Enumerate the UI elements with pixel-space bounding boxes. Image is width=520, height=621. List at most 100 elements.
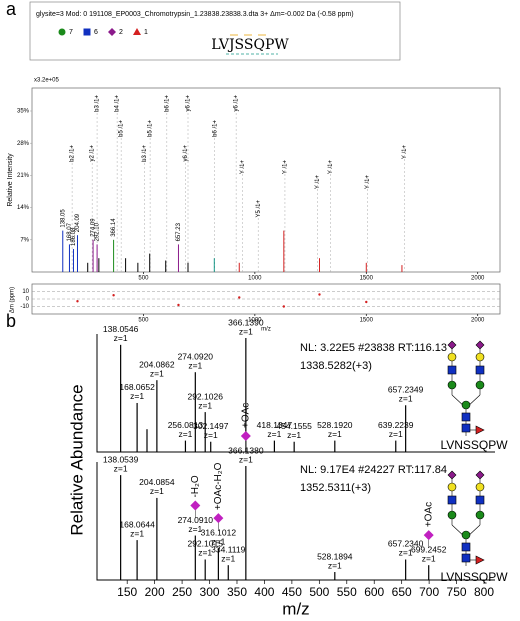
x-tick-label: 800 — [474, 585, 494, 599]
legend-symbol — [58, 28, 66, 36]
error-point — [365, 300, 368, 304]
peak-label: 528.1894 — [317, 551, 353, 561]
panel-label: a — [6, 0, 17, 19]
charge-label: z=1 — [130, 528, 144, 538]
y-tick-label: 0 — [26, 297, 30, 303]
annotation: +OAc-H₂O — [213, 462, 224, 510]
charge-label: z=1 — [114, 333, 128, 343]
glycan-structure — [447, 340, 485, 436]
error-point — [318, 293, 321, 296]
ion-label: b3 /1+ — [95, 95, 101, 112]
y-tick-label: 35% — [17, 109, 30, 115]
ion-label: Y /1+ — [283, 160, 289, 175]
peak-label: 699.2452 — [411, 544, 447, 554]
charge-label: z=1 — [399, 548, 413, 558]
charge-label: z=1 — [267, 429, 281, 439]
peak-label: 274.0910 — [178, 515, 214, 525]
peak-label: 204.0854 — [139, 477, 175, 487]
charge-label: z=1 — [422, 553, 436, 563]
peak-label: 366.1380 — [228, 445, 264, 455]
charge-label: z=1 — [239, 454, 253, 464]
ion-label: b4 /1+ — [115, 95, 121, 112]
peak-label: 302.1497 — [193, 421, 229, 431]
ion-label: Y /1+ — [402, 145, 408, 160]
axis — [96, 462, 495, 581]
charge-label: z=1 — [188, 524, 202, 534]
charge-label: z=1 — [178, 429, 192, 439]
sequence-ticks — [226, 34, 278, 55]
peak-label: 138.0546 — [103, 324, 139, 334]
ion-label: Y /1+ — [315, 175, 321, 190]
peak-label: 292.10 — [95, 222, 101, 241]
ion-label: b2 /1+ — [70, 145, 76, 162]
charge-label: z=1 — [389, 429, 403, 439]
peak-label: 454.1555 — [276, 421, 312, 431]
peak-label: 366.14 — [111, 218, 117, 237]
annotation-symbol — [190, 500, 201, 511]
scale-label: x3.2e+05 — [34, 78, 60, 84]
x-tick-label: 150 — [117, 585, 137, 599]
charge-label: z=1 — [198, 548, 212, 558]
annotation: +OAc — [423, 502, 434, 527]
charge-label: z=1 — [198, 400, 212, 410]
peak-label: 204.09 — [75, 213, 81, 232]
x-tick-label: 250 — [172, 585, 192, 599]
annotation-symbol — [240, 431, 251, 441]
x-axis-label: m/z — [282, 599, 309, 618]
peak-label: 657.23 — [176, 222, 182, 241]
x-tick-label: 2000 — [471, 318, 485, 324]
peak-label: 292.1015 — [187, 539, 223, 549]
x-tick-label: 2000 — [471, 276, 485, 282]
x-tick-label: 750 — [447, 585, 467, 599]
peak-label: 204.0862 — [139, 359, 175, 369]
panel-label: b — [6, 311, 16, 331]
header-box — [29, 1, 401, 61]
x-tick-label: 1500 — [360, 318, 374, 324]
charge-label: z=1 — [130, 391, 144, 401]
y-tick-label: 14% — [17, 205, 30, 211]
charge-label: z=1 — [328, 429, 342, 439]
x-tick-label: 1000 — [248, 276, 262, 282]
charge-label: z=1 — [287, 430, 301, 440]
peak-label: 168.07 — [67, 222, 73, 241]
peak-label: 138.0539 — [103, 454, 139, 464]
y-axis-label: Δm (ppm) — [10, 287, 16, 313]
peak-label: 168.0652 — [119, 382, 155, 392]
ion-label: y6 /1+ — [183, 145, 189, 162]
peak-label: 274.0920 — [178, 351, 214, 361]
y-tick-label: 10 — [22, 289, 29, 295]
peak-label: 292.1026 — [187, 391, 223, 401]
precursor: 1352.5311(+3) — [300, 482, 371, 494]
ion-label: b5 /1+ — [119, 120, 125, 137]
legend-symbol — [108, 28, 116, 36]
peak-label: 168.0644 — [119, 519, 155, 529]
x-tick-label: 300 — [200, 585, 220, 599]
x-tick-label: 200 — [145, 585, 165, 599]
x-tick-label: 500 — [138, 318, 149, 324]
ion-label: y6 /1+ — [234, 95, 240, 112]
legend-count: 2 — [119, 29, 123, 36]
x-tick-label: 1000 — [248, 318, 262, 324]
peak-label: 138.05 — [60, 209, 66, 228]
charge-label: z=1 — [150, 368, 164, 378]
charge-label: z=1 — [399, 394, 413, 404]
x-axis-label: m/z — [261, 327, 271, 333]
peak-label: 639.2239 — [378, 420, 414, 430]
charge-label: z=1 — [221, 553, 235, 563]
precursor: 1338.5282(+3) — [300, 360, 372, 372]
x-tick-label: 450 — [282, 585, 302, 599]
ion-label: Y5 /1+ — [256, 200, 262, 218]
plot-frame — [31, 87, 501, 273]
ion-label: Y /1+ — [240, 160, 246, 175]
scan-info: NL: 3.22E5 #23838 RT:116.13 — [300, 342, 447, 354]
error-point — [238, 296, 241, 299]
charge-label: z=1 — [150, 486, 164, 496]
peak-label: 418.1347 — [257, 420, 293, 430]
y-tick-label: -10 — [20, 304, 29, 310]
charge-label: z=1 — [211, 536, 225, 546]
charge-label: z=1 — [114, 463, 128, 473]
charge-label: z=1 — [239, 326, 253, 336]
ion-label: b6 /1+ — [212, 120, 218, 137]
error-point — [76, 300, 79, 303]
